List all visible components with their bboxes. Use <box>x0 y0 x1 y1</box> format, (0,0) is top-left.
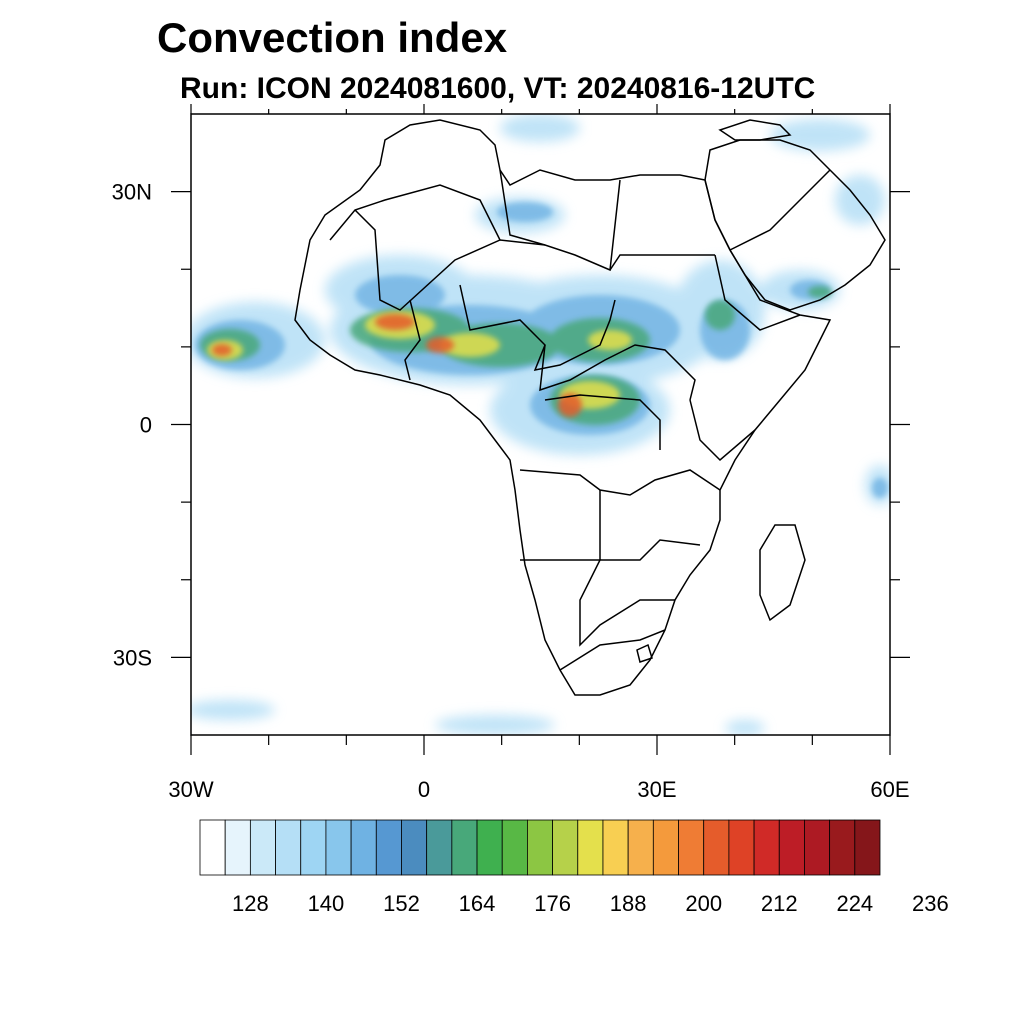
colorbar-label: 188 <box>610 891 647 916</box>
lon-tick-label: 60E <box>870 777 909 802</box>
colorbar-label: 140 <box>308 891 345 916</box>
colorbar-swatch <box>527 819 553 876</box>
colorbar-swatch <box>602 819 629 876</box>
colorbar-label: 236 <box>912 891 949 916</box>
lat-tick-label: 30N <box>112 180 152 205</box>
convection-field <box>191 114 890 735</box>
colorbar-swatch <box>224 819 251 876</box>
colorbar-label: 224 <box>836 891 873 916</box>
colorbar-swatch <box>804 819 831 876</box>
colorbar-swatch <box>451 819 478 876</box>
colorbar-swatch <box>778 819 805 876</box>
colorbar-label: 200 <box>685 891 722 916</box>
colorbar-label: 176 <box>534 891 571 916</box>
colorbar-label: 212 <box>761 891 798 916</box>
colorbar-swatch <box>350 819 377 876</box>
colorbar-label: 152 <box>383 891 420 916</box>
colorbar-swatch <box>325 819 352 876</box>
lat-tick-label: 30S <box>113 645 152 670</box>
colorbar-swatch <box>476 819 503 876</box>
colorbar-labels: 128 140 152 164 176 188 200 212 224 236 <box>232 891 949 916</box>
colorbar-swatch <box>829 819 856 876</box>
colorbar-swatch <box>426 819 453 876</box>
colorbar-swatch <box>401 819 428 876</box>
lat-tick-label: 0 <box>140 413 152 438</box>
colorbar-swatch <box>753 819 780 876</box>
chart-title: Convection index <box>157 14 508 61</box>
colorbar-swatch <box>275 819 302 876</box>
colorbar-swatch <box>652 819 679 876</box>
axis-labels: 30W 0 30E 60E 30N 0 30S <box>112 180 910 802</box>
colorbar-swatch <box>249 819 276 876</box>
colorbar-swatch <box>678 819 705 876</box>
colorbar-swatch <box>577 819 604 876</box>
colorbar-swatch <box>300 819 327 876</box>
colorbar-label: 128 <box>232 891 269 916</box>
colorbar-swatch <box>501 819 528 876</box>
colorbar-swatch <box>854 819 881 876</box>
chart-subtitle: Run: ICON 2024081600, VT: 20240816-12UTC <box>180 72 816 105</box>
colorbar-label: 164 <box>459 891 496 916</box>
colorbar-swatch <box>627 819 654 876</box>
colorbar-swatch <box>552 819 579 876</box>
lon-tick-label: 30E <box>637 777 676 802</box>
lon-tick-label: 30W <box>168 777 213 802</box>
colorbar-swatch <box>728 819 755 876</box>
axis-ticks <box>171 104 910 755</box>
coastlines <box>294 119 886 696</box>
colorbar-swatch <box>703 819 730 876</box>
colorbar <box>199 819 881 876</box>
colorbar-swatch <box>199 819 226 876</box>
colorbar-swatch <box>375 819 402 876</box>
lon-tick-label: 0 <box>418 777 430 802</box>
